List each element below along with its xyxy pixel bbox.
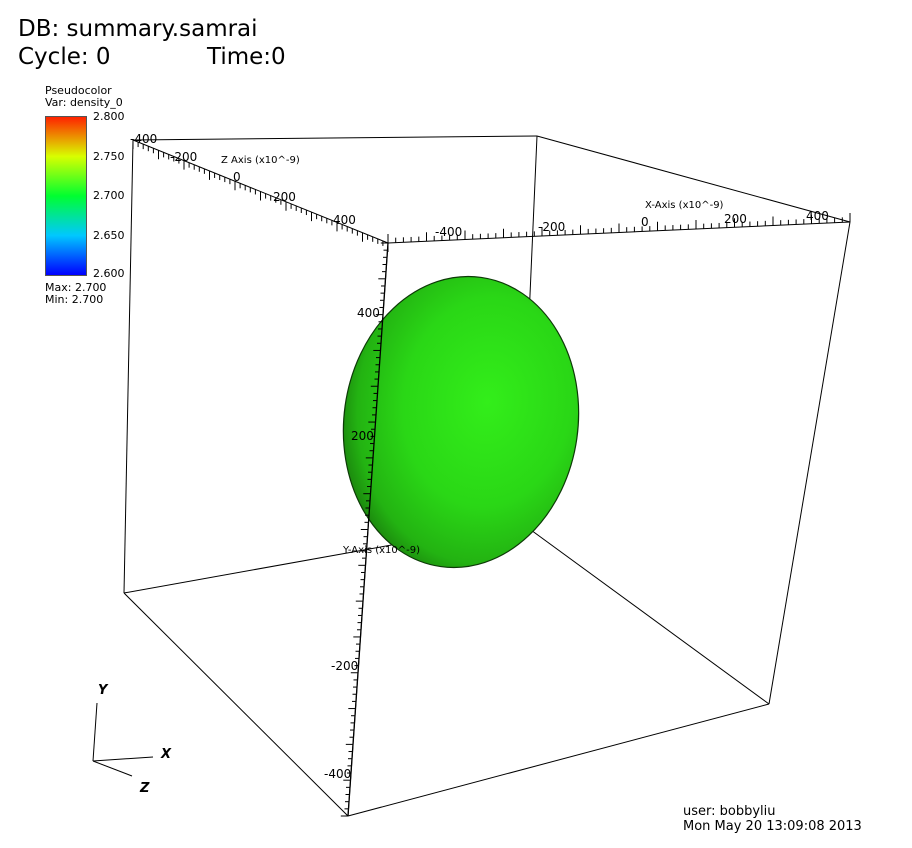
z-tick-label: 200 [273,190,296,204]
time-label: Time:0 [207,44,286,70]
orientation-triad [92,702,154,777]
y-axis-ticks [340,242,388,817]
user-label: user: bobbyliu [683,804,776,819]
x-tick-label: 200 [724,212,747,226]
legend-variable: Var: density_0 [45,96,123,109]
legend-tick: 2.650 [93,229,125,242]
triad-x-label: X [160,747,172,762]
x-tick-label: 0 [641,215,649,229]
legend-min: Min: 2.700 [45,293,104,306]
triad-y-label: Y [98,683,109,698]
y-tick-label: 200 [351,429,374,443]
color-bar [45,116,87,276]
z-tick-label: -200 [170,150,197,164]
z-axis-title: Z Axis (x10^-9) [221,155,300,166]
z-tick-label: 400 [333,213,356,227]
legend-tick: 2.800 [93,110,125,123]
z-tick-label: -400 [130,132,157,146]
y-tick-label: 400 [357,306,380,320]
y-axis-title: Y-Axis (x10^-9) [342,545,420,556]
legend-tick: 2.600 [93,267,125,280]
x-tick-label: -400 [435,225,462,239]
z-tick-label: 0 [233,170,241,184]
legend-tick: 2.750 [93,150,125,163]
x-tick-label: 400 [806,209,829,223]
cycle-label: Cycle: 0 [18,44,111,70]
x-tick-label: -200 [538,220,565,234]
date-label: Mon May 20 13:09:08 2013 [683,819,862,834]
legend-plot-type: Pseudocolor [45,84,112,97]
y-tick-label: -200 [331,659,358,673]
x-axis-title: X-Axis (x10^-9) [645,200,724,211]
triad-z-label: Z [139,781,150,796]
axis-tick-marks [132,140,851,252]
sphere-isosurface [342,275,580,569]
y-tick-label: -400 [324,767,351,781]
database-title: DB: summary.samrai [18,16,258,42]
legend-tick: 2.700 [93,189,125,202]
legend-max: Max: 2.700 [45,281,107,294]
